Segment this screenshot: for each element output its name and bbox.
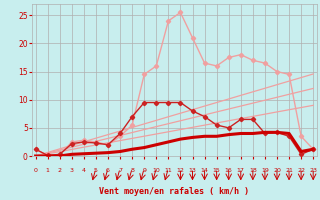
- X-axis label: Vent moyen/en rafales ( km/h ): Vent moyen/en rafales ( km/h ): [100, 187, 249, 196]
